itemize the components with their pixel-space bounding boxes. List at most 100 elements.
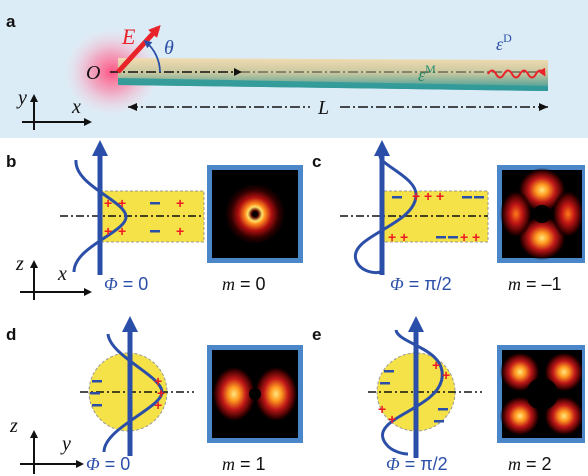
charges-d: + + + — [90, 373, 165, 413]
charge-minus — [384, 370, 394, 373]
phase-symbol-b: Φ — [104, 274, 118, 294]
phase-value-d: = 0 — [100, 454, 131, 474]
axis-z-label-d: z — [9, 415, 18, 437]
phase-wave-c — [353, 155, 418, 275]
panel-e: e + + + + Φ = π/2 m = 2 — [312, 316, 585, 474]
charge-minus — [448, 236, 458, 239]
charge-plus: + — [460, 229, 468, 245]
mode-symbol-e: m — [508, 454, 521, 474]
phase-symbol-c: Φ — [390, 274, 404, 294]
lobe-right — [254, 366, 298, 422]
phase-value-c: = π/2 — [404, 274, 452, 294]
charge-plus: + — [118, 223, 126, 239]
panel-b-label: b — [6, 152, 16, 171]
phase-caption-e: Φ = π/2 — [386, 454, 448, 474]
charges-b: + + + + + + — [104, 195, 184, 239]
center-dot — [526, 378, 558, 410]
lobe-bottom-left — [500, 396, 540, 436]
charge-plus: + — [154, 373, 162, 389]
center-dot — [249, 388, 261, 400]
charge-plus: + — [388, 229, 396, 245]
mode-caption-d: m = 1 — [222, 454, 266, 474]
charge-minus — [150, 230, 160, 233]
panel-c: c + + + + + + + Φ = π/2 m = –1 — [312, 140, 585, 294]
eps-metal-sup: M — [425, 62, 436, 76]
charge-plus: + — [400, 229, 408, 245]
intensity-pattern-d — [212, 366, 298, 422]
charge-plus: + — [104, 195, 112, 211]
charge-minus — [150, 202, 160, 205]
charge-plus: + — [432, 357, 440, 373]
length-label: L — [317, 97, 329, 119]
nanowire-metal-layer — [118, 78, 548, 91]
charges-e: + + + + — [378, 357, 450, 427]
axis-y-label: y — [16, 87, 27, 109]
phase-value-e: = π/2 — [400, 454, 448, 474]
charge-plus: + — [436, 188, 444, 204]
phase-caption-c: Φ = π/2 — [390, 274, 452, 294]
eps-metal-symbol: ε — [418, 65, 426, 85]
center-dot — [533, 205, 551, 223]
emission-wave — [487, 67, 546, 79]
charge-plus: + — [154, 397, 162, 413]
mode-symbol-b: m — [222, 274, 235, 294]
charge-plus: + — [442, 367, 450, 383]
axis-z-label-b: z — [15, 253, 24, 275]
origin-label: O — [86, 62, 100, 84]
phase-wave-b — [72, 159, 128, 273]
panel-e-label: e — [312, 325, 321, 344]
lobe-top-right — [544, 352, 582, 392]
e-field-label: E — [121, 24, 136, 49]
phase-symbol-e: Φ — [386, 454, 400, 474]
panel-b: b + + + + + + Φ = 0 m = 0 z x — [6, 140, 303, 300]
lobe-left — [500, 190, 532, 238]
charge-minus — [438, 408, 448, 411]
charge-plus: + — [104, 223, 112, 239]
charge-plus: + — [176, 223, 184, 239]
phase-caption-d: Φ = 0 — [86, 454, 130, 474]
charge-minus — [436, 236, 446, 239]
center-dot — [252, 211, 258, 217]
phase-value-b: = 0 — [118, 274, 149, 294]
charge-plus: + — [424, 188, 432, 204]
charges-c: + + + + + + + — [388, 188, 484, 245]
charge-plus: + — [118, 195, 126, 211]
phase-wave-e — [381, 329, 444, 456]
axis-x-label: x — [71, 96, 81, 118]
axis-x-label-b: x — [57, 263, 67, 285]
e-field-arrow — [116, 25, 161, 74]
mode-value-d: = 1 — [235, 454, 266, 474]
eps-dielectric-label: εD — [496, 31, 512, 54]
phase-symbol-d: Φ — [86, 454, 100, 474]
charge-minus — [462, 196, 472, 199]
length-arrowhead-left — [128, 103, 137, 111]
mode-caption-e: m = 2 — [508, 454, 552, 474]
charge-plus: + — [472, 229, 480, 245]
lobe-top-left — [500, 352, 540, 392]
lobe-left — [212, 366, 256, 422]
lobe-top — [518, 168, 566, 212]
length-arrowhead-right — [539, 103, 548, 111]
phase-wave-d — [102, 333, 164, 453]
eps-metal-label: εM — [418, 62, 436, 85]
panel-c-label: c — [312, 152, 321, 171]
mode-value-e: = 2 — [521, 454, 552, 474]
phase-caption-b: Φ = 0 — [104, 274, 148, 294]
lobe-bottom-right — [544, 396, 582, 436]
lobe-right — [552, 190, 582, 238]
charge-minus — [92, 380, 102, 383]
lobe-bottom — [518, 216, 566, 260]
panel-a-label: a — [6, 12, 16, 31]
intensity-pattern-c — [500, 168, 582, 260]
mode-caption-b: m = 0 — [222, 274, 266, 294]
intensity-pattern-b — [225, 184, 285, 244]
panel-d-label: d — [6, 325, 16, 344]
mode-value-b: = 0 — [235, 274, 266, 294]
eps-dielectric-sup: D — [503, 31, 512, 45]
axis-y-label-d: y — [60, 433, 71, 455]
charge-minus — [392, 196, 402, 199]
charge-minus — [92, 404, 102, 407]
charge-minus — [90, 392, 100, 395]
